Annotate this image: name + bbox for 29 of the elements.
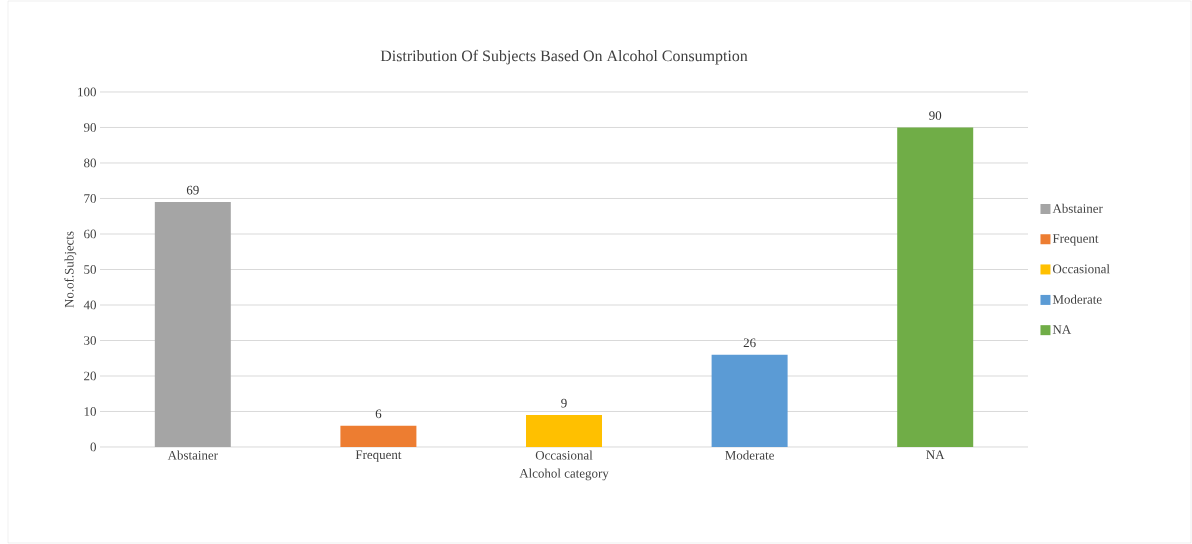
chart-title: Distribution Of Subjects Based On Alcohol Consumption: [380, 49, 748, 65]
y-tick-label: 80: [84, 158, 96, 168]
y-tick-label: 70: [84, 194, 96, 203]
y-tick-label: 40: [83, 300, 96, 310]
x-tick-label: NA: [926, 450, 945, 460]
x-tick-label: Frequent: [355, 450, 402, 462]
y-axis-title: No.of.Subjects: [64, 231, 77, 308]
legend-label: NA: [1052, 325, 1072, 334]
y-tick-label: 100: [78, 87, 96, 97]
y-tick-label: 30: [84, 336, 96, 345]
data-label: 90: [929, 111, 942, 120]
y-tick-label: 20: [84, 371, 96, 381]
x-tick-label: Occasional: [535, 450, 593, 460]
data-label: 6: [375, 409, 382, 419]
y-tick-label: 10: [84, 407, 96, 416]
legend-label: Abstainer: [1052, 203, 1103, 213]
y-tick-label: 60: [84, 229, 96, 239]
y-tick-label: 50: [84, 265, 96, 274]
data-label: 9: [561, 398, 567, 408]
legend-label: Frequent: [1052, 234, 1099, 246]
legend-label: Occasional: [1052, 264, 1110, 274]
x-axis-title: Alcohol category: [519, 468, 609, 481]
data-label: 69: [186, 185, 199, 195]
data-label: 26: [743, 338, 756, 348]
x-tick-label: Abstainer: [167, 450, 218, 460]
x-tick-label: Moderate: [725, 450, 774, 460]
y-tick-label: 90: [83, 123, 96, 132]
legend-label: Moderate: [1052, 294, 1102, 304]
y-tick-label: 0: [90, 442, 96, 452]
